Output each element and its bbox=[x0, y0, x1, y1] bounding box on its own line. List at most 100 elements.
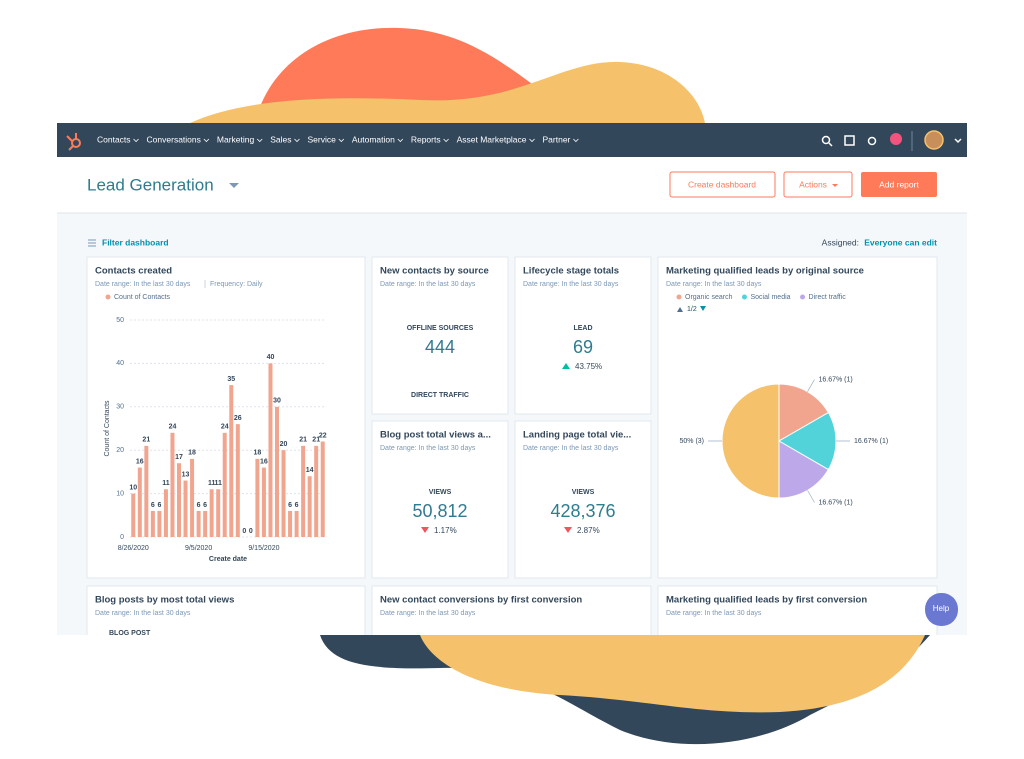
card bbox=[371, 420, 509, 579]
bar bbox=[170, 432, 175, 537]
nav-caret[interactable] bbox=[256, 138, 263, 143]
x-tick-label: 9/5/2020 bbox=[185, 545, 212, 552]
nav-item[interactable]: Reports bbox=[411, 134, 441, 144]
metric-change: 1.17% bbox=[434, 526, 457, 535]
data-label: 24 bbox=[169, 424, 177, 431]
metric-value: 428,376 bbox=[550, 501, 615, 521]
nav-caret[interactable] bbox=[294, 138, 300, 143]
y-tick-label: 50 bbox=[116, 317, 124, 324]
metric-label: OFFLINE SOURCES bbox=[407, 325, 474, 332]
card bbox=[371, 256, 509, 415]
nav-caret[interactable] bbox=[133, 138, 139, 143]
data-label: 24 bbox=[221, 424, 229, 431]
legend-label: Direct traffic bbox=[809, 294, 847, 301]
bar bbox=[150, 510, 155, 537]
pie-slice bbox=[721, 383, 780, 499]
pie-slice bbox=[778, 383, 830, 442]
bar bbox=[268, 363, 273, 537]
legend-prev[interactable] bbox=[677, 307, 683, 312]
nav-item[interactable]: Automation bbox=[352, 134, 395, 144]
bar bbox=[216, 489, 221, 537]
nav-caret[interactable] bbox=[203, 138, 210, 143]
nav-item[interactable]: Sales bbox=[270, 134, 291, 144]
button-caret[interactable] bbox=[832, 184, 838, 187]
bar bbox=[281, 450, 286, 537]
button-label[interactable]: Add report bbox=[879, 179, 919, 189]
card bbox=[514, 256, 652, 415]
y-tick-label: 10 bbox=[116, 490, 124, 497]
nav-item[interactable]: Contacts bbox=[97, 134, 131, 144]
bar bbox=[196, 510, 201, 537]
logo bbox=[66, 133, 81, 151]
blob-yellow bbox=[190, 61, 705, 123]
button[interactable] bbox=[669, 171, 776, 198]
data-label: 20 bbox=[280, 441, 288, 448]
button[interactable] bbox=[783, 171, 853, 198]
date-range: Date range: In the last 30 days bbox=[95, 610, 191, 617]
date-range: Date range: In the last 30 days bbox=[380, 610, 476, 617]
y-tick-label: 40 bbox=[116, 360, 124, 367]
card-title: Marketing qualified leads by original so… bbox=[666, 266, 864, 277]
nav-caret[interactable] bbox=[529, 138, 535, 143]
bar bbox=[190, 458, 195, 537]
metric-change: 2.87% bbox=[577, 526, 600, 535]
card bbox=[371, 585, 652, 635]
bar bbox=[209, 489, 214, 537]
card-title: Lifecycle stage totals bbox=[523, 266, 619, 277]
x-tick-label: 9/15/2020 bbox=[248, 545, 279, 552]
filter-link[interactable]: Filter dashboard bbox=[102, 237, 169, 247]
nav-caret[interactable] bbox=[443, 138, 449, 143]
metric-label: DIRECT TRAFFIC bbox=[411, 392, 469, 399]
button-label[interactable]: Create dashboard bbox=[688, 179, 756, 189]
data-label: 11 bbox=[162, 480, 170, 487]
nav-caret[interactable] bbox=[397, 138, 404, 143]
title-caret[interactable] bbox=[229, 183, 239, 188]
bar bbox=[261, 467, 266, 537]
date-range: Date range: In the last 30 days bbox=[666, 281, 762, 288]
trend-icon bbox=[562, 363, 570, 369]
card bbox=[86, 585, 366, 635]
nav-item[interactable]: Partner bbox=[543, 134, 571, 144]
leader-line bbox=[807, 490, 815, 503]
help-button[interactable] bbox=[925, 593, 958, 626]
card-title: Marketing qualified leads by first conve… bbox=[666, 595, 867, 606]
nav-item[interactable]: Conversations bbox=[147, 134, 201, 144]
nav-item[interactable]: Service bbox=[307, 134, 336, 144]
assigned-label: Assigned: bbox=[822, 237, 859, 247]
legend-next[interactable] bbox=[700, 306, 706, 311]
nav-item[interactable]: Marketing bbox=[217, 134, 255, 144]
data-label: 16 bbox=[260, 458, 268, 465]
bar bbox=[183, 480, 188, 537]
button-label[interactable]: Actions bbox=[799, 179, 827, 189]
nav-items: Contacts Conversations Marketing Sales Servi… bbox=[97, 134, 579, 144]
nav-item[interactable]: Asset Marketplace bbox=[457, 134, 527, 144]
help-label[interactable]: Help bbox=[933, 604, 950, 613]
data-label: 10 bbox=[129, 484, 137, 491]
assigned-link[interactable]: Everyone can edit bbox=[864, 237, 937, 247]
card bbox=[657, 585, 938, 635]
legend-page: 1/2 bbox=[687, 306, 697, 313]
blob-yellow-bottom bbox=[420, 635, 925, 713]
date-range: Date range: In the last 30 days bbox=[95, 281, 191, 288]
nav-caret[interactable] bbox=[338, 138, 345, 143]
y-axis-label: Count of Contacts bbox=[104, 400, 111, 457]
dashboard-title[interactable]: Lead Generation bbox=[87, 175, 214, 194]
date-range: Date range: In the last 30 days bbox=[380, 445, 476, 452]
trend-arrow bbox=[421, 527, 429, 533]
metric-value: 69 bbox=[573, 337, 593, 357]
metric-label: VIEWS bbox=[572, 489, 595, 496]
filter-icon[interactable] bbox=[88, 239, 96, 247]
legend-label: Count of Contacts bbox=[114, 294, 171, 301]
bar bbox=[288, 510, 293, 537]
data-label: 50% (3) bbox=[679, 438, 704, 445]
bar bbox=[294, 510, 299, 537]
data-label: 40 bbox=[267, 354, 275, 361]
data-label: 16.67% (1) bbox=[854, 438, 888, 445]
y-tick-label: 20 bbox=[116, 447, 124, 454]
legend-swatch bbox=[105, 294, 111, 300]
button[interactable] bbox=[861, 172, 937, 197]
nav-caret[interactable] bbox=[573, 138, 579, 143]
bar bbox=[144, 445, 149, 537]
card-title: Blog posts by most total views bbox=[95, 595, 234, 606]
